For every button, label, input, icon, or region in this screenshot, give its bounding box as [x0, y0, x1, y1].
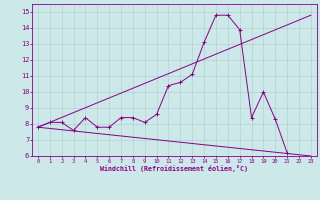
X-axis label: Windchill (Refroidissement éolien,°C): Windchill (Refroidissement éolien,°C)	[100, 165, 248, 172]
